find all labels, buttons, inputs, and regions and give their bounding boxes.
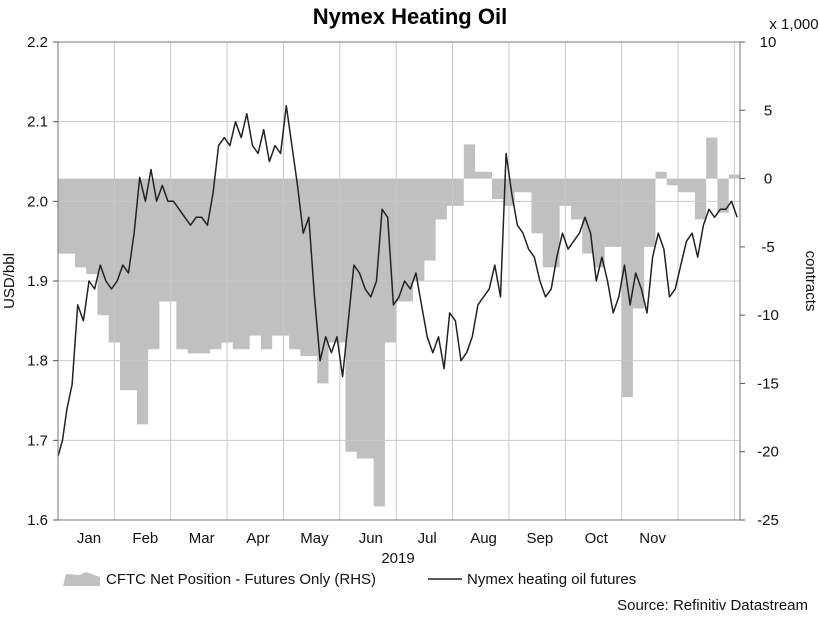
left-tick-label: 2.0 xyxy=(27,193,48,210)
left-tick-label: 2.1 xyxy=(27,114,48,131)
right-axis-multiplier: x 1,000 xyxy=(769,16,818,33)
month-label: Jul xyxy=(418,530,437,547)
month-label: Aug xyxy=(470,530,497,547)
left-axis: 1.6 1.7 1.8 1.9 2.0 2.1 2.2 xyxy=(27,34,58,529)
left-tick-label: 1.6 xyxy=(27,512,48,529)
right-tick-label: -20 xyxy=(757,444,779,461)
cftc-net-position-area xyxy=(58,137,740,507)
right-tick-label: 10 xyxy=(760,34,777,51)
legend-area-label: CFTC Net Position - Futures Only (RHS) xyxy=(106,571,376,588)
right-axis-label: contracts xyxy=(802,251,819,312)
left-tick-label: 1.9 xyxy=(27,273,48,290)
right-axis: -25 -20 -15 -10 -5 0 5 10 xyxy=(740,34,779,529)
month-label: Nov xyxy=(639,530,666,547)
left-tick-label: 1.8 xyxy=(27,353,48,370)
month-label: Sep xyxy=(527,530,554,547)
legend-area-swatch xyxy=(63,572,100,586)
right-tick-label: -5 xyxy=(761,239,774,256)
x-period-label: 2019 xyxy=(381,550,414,567)
chart-title: Nymex Heating Oil xyxy=(313,4,507,29)
source-note: Source: Refinitiv Datastream xyxy=(617,597,808,614)
right-tick-label: -25 xyxy=(757,512,779,529)
right-tick-label: 0 xyxy=(764,171,772,188)
right-tick-label: 5 xyxy=(764,102,772,119)
month-label: May xyxy=(300,530,329,547)
month-label: Oct xyxy=(585,530,609,547)
month-label: Apr xyxy=(246,530,269,547)
left-tick-label: 2.2 xyxy=(27,34,48,51)
legend-line-label: Nymex heating oil futures xyxy=(467,571,636,588)
left-axis-label: USD/bbl xyxy=(1,253,18,309)
right-tick-label: -10 xyxy=(757,307,779,324)
right-tick-label: -15 xyxy=(757,375,779,392)
month-label: Jun xyxy=(359,530,383,547)
left-tick-label: 1.7 xyxy=(27,432,48,449)
month-label: Jan xyxy=(77,530,101,547)
month-label: Mar xyxy=(189,530,215,547)
x-axis: Jan Feb Mar Apr May Jun Jul Aug Sep Oct Nov xyxy=(77,530,667,547)
heating-oil-price-line xyxy=(57,104,738,457)
month-label: Feb xyxy=(132,530,158,547)
plot-area xyxy=(57,41,741,521)
legend: CFTC Net Position - Futures Only (RHS) N… xyxy=(63,571,636,588)
